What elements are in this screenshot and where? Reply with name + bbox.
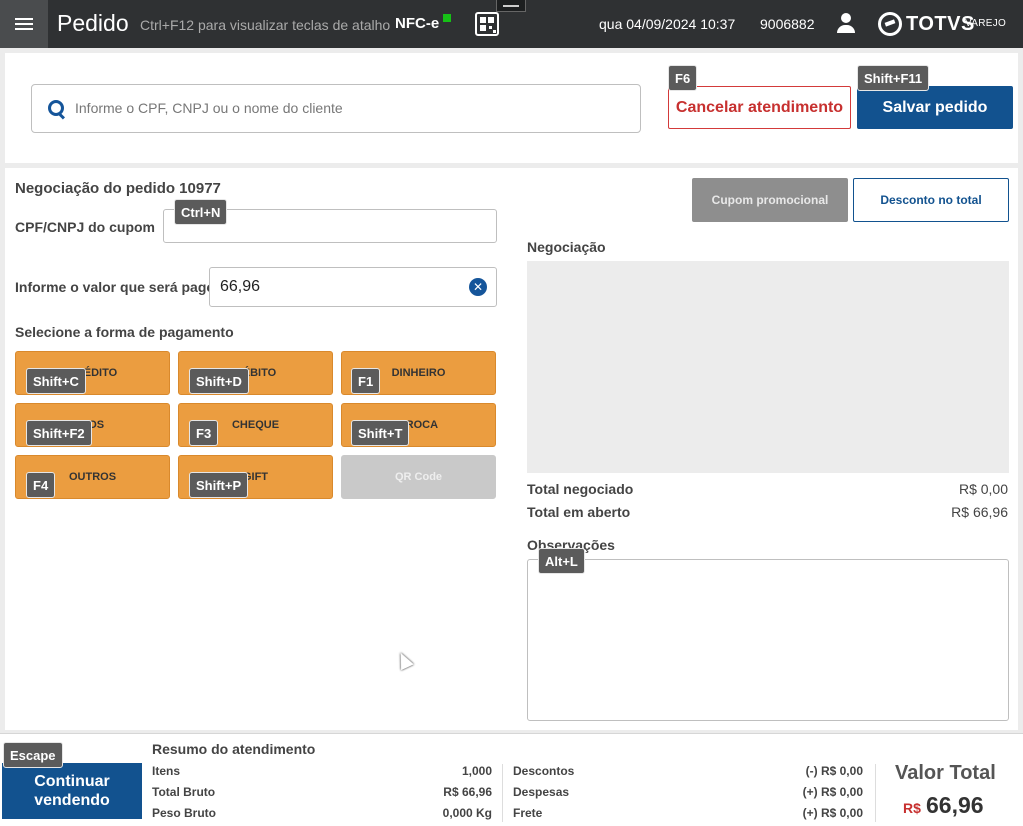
payment-qrcode-button[interactable]: QR Code (341, 455, 496, 499)
continue-selling-button[interactable]: Continuar vendendo (2, 763, 142, 819)
debito-shortcut-badge: Shift+D (189, 368, 249, 394)
gift-shortcut-badge: Shift+P (189, 472, 249, 498)
qr-code-icon[interactable] (475, 12, 499, 36)
total-value: 66,96 (926, 792, 984, 818)
app-header: Pedido Ctrl+F12 para visualizar teclas d… (0, 0, 1023, 48)
brand-sub: VAREJO (965, 18, 1007, 29)
negotiation-title: Negociação do pedido 10977 (15, 180, 221, 197)
total-negotiated-label: Total negociado (527, 481, 634, 497)
freight-label: Frete (513, 806, 543, 820)
save-order-button[interactable]: Salvar pedido (857, 86, 1013, 129)
search-icon (48, 100, 64, 116)
negotiation-label: Negociação (527, 239, 606, 255)
freight-value: (+) R$ 0,00 (802, 806, 863, 820)
payment-value-input[interactable]: 66,96 ✕ (209, 267, 497, 307)
save-shortcut-badge: Shift+F11 (857, 65, 930, 91)
gross-total-value: R$ 66,96 (443, 785, 492, 799)
payment-value-text: 66,96 (220, 278, 261, 295)
cheque-shortcut-badge: F3 (189, 420, 219, 446)
credito-shortcut-badge: Shift+C (26, 368, 86, 394)
gross-total-label: Total Bruto (152, 785, 216, 799)
cpf-shortcut-badge: Ctrl+N (174, 199, 228, 225)
summary-divider (502, 764, 503, 822)
items-label: Itens (152, 764, 181, 778)
total-negotiated-value: R$ 0,00 (958, 481, 1008, 497)
observations-textarea[interactable] (527, 559, 1009, 721)
datetime: qua 04/09/2024 10:37 (599, 16, 736, 32)
attendance-summary: Escape Continuar vendendo Resumo do aten… (0, 733, 1023, 826)
outros-shortcut-badge: F4 (26, 472, 56, 498)
gross-weight-label: Peso Bruto (152, 806, 217, 820)
dinheiro-shortcut-badge: F1 (351, 368, 381, 394)
pull-down-tab-icon[interactable] (496, 0, 526, 12)
total-open-value: R$ 66,96 (951, 504, 1008, 520)
clear-icon[interactable]: ✕ (469, 278, 487, 296)
cancel-attendance-button[interactable]: Cancelar atendimento (668, 86, 851, 129)
brand-name: TOTVS (906, 13, 975, 35)
gross-weight-value: 0,000 Kg (442, 806, 492, 820)
negotiation-panel: Negociação do pedido 10977 CPF/CNPJ do c… (5, 168, 1018, 730)
store-code: 9006882 (760, 16, 815, 32)
cancel-shortcut-badge: F6 (668, 65, 698, 91)
total-discount-button[interactable]: Desconto no total (853, 178, 1009, 222)
client-search-box[interactable] (31, 84, 641, 133)
expenses-label: Despesas (513, 785, 570, 799)
page-title: Pedido (57, 10, 129, 36)
total-currency: R$ (903, 800, 921, 816)
total-value-label: Valor Total (895, 762, 996, 784)
promo-coupon-button[interactable]: Cupom promocional (692, 178, 848, 222)
total-open-label: Total em aberto (527, 504, 631, 520)
totvs-logo-icon (878, 12, 902, 36)
troca-shortcut-badge: Shift+T (351, 420, 410, 446)
doc-type-label: NFC-e (395, 15, 440, 32)
hamburger-menu-icon[interactable] (0, 0, 48, 48)
nfce-status-indicator (443, 14, 451, 22)
pos-shortcut-badge: Shift+F2 (26, 420, 92, 446)
discounts-value: (-) R$ 0,00 (805, 764, 863, 778)
negotiation-list (527, 261, 1009, 473)
total-divider (875, 764, 876, 822)
cpf-label: CPF/CNPJ do cupom (15, 219, 156, 235)
client-panel: F6 Cancelar atendimento Shift+F11 Salvar… (5, 53, 1018, 163)
summary-title: Resumo do atendimento (152, 741, 316, 757)
value-label: Informe o valor que será pago (15, 279, 215, 295)
items-value: 1,000 (461, 764, 492, 778)
shortcut-hint: Ctrl+F12 para visualizar teclas de atalh… (140, 17, 391, 33)
user-icon[interactable] (836, 13, 856, 33)
observations-shortcut-badge: Alt+L (538, 548, 585, 574)
expenses-value: (+) R$ 0,00 (802, 785, 863, 799)
client-search-input[interactable] (75, 100, 625, 116)
discounts-label: Descontos (513, 764, 575, 778)
payment-method-label: Selecione a forma de pagamento (15, 324, 234, 340)
continue-shortcut-badge: Escape (3, 742, 63, 768)
